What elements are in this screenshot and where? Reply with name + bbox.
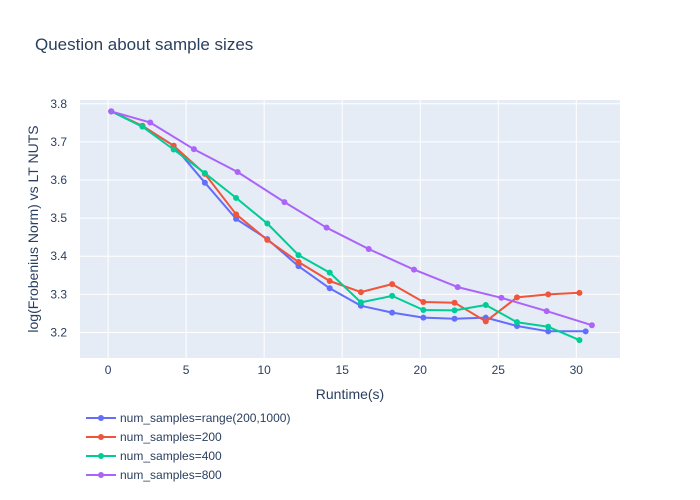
- data-point: [545, 291, 552, 298]
- series-line: [110, 110, 593, 327]
- x-tick-label: 25: [492, 363, 506, 377]
- data-point: [454, 284, 461, 291]
- data-point: [451, 307, 458, 314]
- data-point: [420, 298, 427, 305]
- data-point: [543, 308, 550, 315]
- y-tick-label: 3.5: [50, 211, 67, 225]
- legend-marker: [98, 472, 104, 478]
- x-tick-label: 30: [570, 363, 584, 377]
- legend-label: num_samples=200: [120, 430, 222, 444]
- x-tick-label: 10: [257, 363, 271, 377]
- data-point: [139, 123, 146, 130]
- axis-ticks: 0 5 10 15 20 25 30 3.2 3.3 3.4 3.5 3.6 3.7 3.8: [50, 97, 583, 377]
- data-point: [451, 299, 458, 306]
- data-point: [357, 299, 364, 306]
- data-point: [582, 328, 589, 335]
- data-point: [190, 146, 197, 153]
- data-point: [233, 215, 240, 222]
- legend-item[interactable]: num_samples=200: [86, 430, 222, 444]
- data-point: [420, 306, 427, 313]
- legend-item[interactable]: num_samples=400: [86, 449, 222, 463]
- data-point: [170, 146, 177, 153]
- legend-marker: [98, 453, 104, 459]
- data-point: [410, 266, 417, 273]
- data-point: [588, 322, 595, 329]
- x-tick-label: 20: [414, 363, 428, 377]
- y-tick-label: 3.4: [50, 249, 67, 263]
- data-point: [108, 108, 115, 115]
- legend: num_samples=range(200,1000) num_samples=2…: [86, 411, 290, 482]
- data-point: [147, 119, 154, 126]
- legend-label: num_samples=range(200,1000): [120, 411, 290, 425]
- x-axis-title: Runtime(s): [316, 386, 384, 402]
- data-point: [451, 315, 458, 322]
- series-4: [108, 108, 595, 329]
- legend-label: num_samples=400: [120, 449, 222, 463]
- data-point: [295, 263, 302, 270]
- data-point: [576, 289, 583, 296]
- data-point: [389, 281, 396, 288]
- legend-label: num_samples=800: [120, 468, 222, 482]
- data-point: [576, 337, 583, 344]
- x-tick-label: 15: [336, 363, 350, 377]
- data-point: [389, 309, 396, 316]
- data-point: [545, 328, 552, 335]
- y-tick-label: 3.3: [50, 287, 67, 301]
- data-point: [482, 318, 489, 325]
- grid-lines: [80, 100, 620, 358]
- data-point: [326, 278, 333, 285]
- data-point: [233, 194, 240, 201]
- data-point: [513, 294, 520, 301]
- data-point: [545, 323, 552, 330]
- data-point: [264, 220, 271, 227]
- data-point: [482, 302, 489, 309]
- legend-marker: [98, 434, 104, 440]
- y-tick-label: 3.6: [50, 173, 67, 187]
- data-point: [365, 246, 372, 253]
- data-point: [326, 285, 333, 292]
- series-line: [110, 110, 586, 333]
- data-point: [264, 236, 271, 243]
- data-point: [498, 294, 505, 301]
- series-layer: [108, 108, 595, 344]
- data-point: [420, 314, 427, 321]
- x-tick-label: 0: [105, 363, 112, 377]
- y-axis-title: log(Frobenius Norm) vs LT NUTS: [25, 125, 41, 332]
- data-point: [234, 169, 241, 176]
- data-point: [281, 199, 288, 206]
- data-point: [233, 211, 240, 218]
- legend-marker: [98, 415, 104, 421]
- data-point: [513, 319, 520, 326]
- data-point: [326, 269, 333, 276]
- y-tick-label: 3.7: [50, 135, 67, 149]
- data-point: [201, 170, 208, 177]
- legend-item[interactable]: num_samples=range(200,1000): [86, 411, 290, 425]
- data-point: [389, 292, 396, 299]
- chart-title: Question about sample sizes: [35, 35, 253, 54]
- data-point: [295, 258, 302, 265]
- data-point: [357, 289, 364, 296]
- y-tick-label: 3.8: [50, 97, 67, 111]
- series-line: [110, 110, 580, 342]
- data-point: [323, 224, 330, 231]
- data-point: [201, 179, 208, 186]
- x-tick-label: 5: [183, 363, 190, 377]
- data-point: [295, 252, 302, 259]
- y-tick-label: 3.2: [50, 325, 67, 339]
- legend-item[interactable]: num_samples=800: [86, 468, 222, 482]
